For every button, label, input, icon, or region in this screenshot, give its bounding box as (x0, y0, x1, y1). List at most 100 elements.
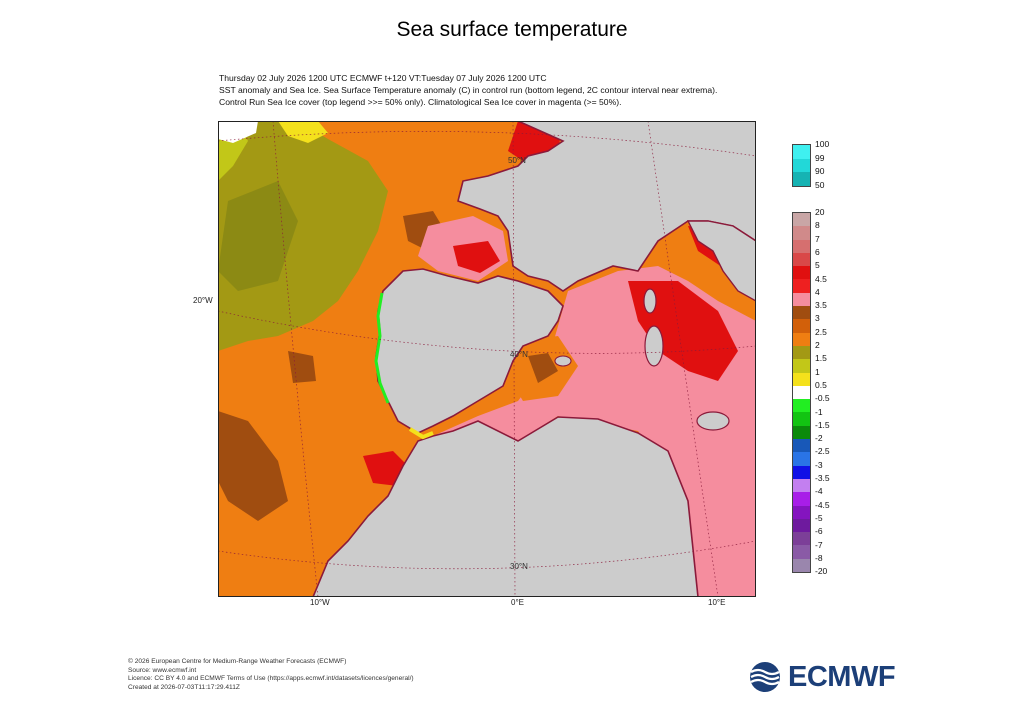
sea-ice-legend-label: 50 (815, 179, 825, 190)
sst-legend-label: -0.5 (815, 393, 830, 404)
sst-legend-label: 8 (815, 220, 820, 231)
lat-label-50n: 50°N (508, 156, 526, 165)
sst-legend-swatch (793, 439, 810, 453)
sst-legend-swatch (793, 252, 810, 267)
land-north-africa (312, 416, 699, 597)
sst-legend-label: 2.5 (815, 326, 827, 337)
sst-legend-swatch (793, 279, 810, 293)
sst-anomaly-colorbar (792, 212, 811, 574)
anomaly-region-brown-sw (218, 411, 288, 521)
sst-legend-label: 0.5 (815, 379, 827, 390)
anomaly-region-yellow-north (278, 121, 328, 143)
sst-legend-label: 20 (815, 207, 825, 217)
sst-legend-label: -1.5 (815, 419, 830, 430)
land-italy (686, 220, 756, 302)
sst-legend-swatch (793, 412, 810, 426)
graticule-lat-50 (218, 131, 756, 157)
footer-copyright: © 2026 European Centre for Medium-Range … (128, 658, 347, 665)
sst-legend-swatch (793, 213, 810, 227)
island-mallorca (554, 355, 572, 367)
sst-legend-label: 7 (815, 233, 820, 244)
ecmwf-logo-text: ECMWF (788, 661, 896, 693)
lat-label-40n: 40°N (510, 350, 528, 359)
island-sardinia (644, 325, 664, 367)
sst-legend-label: 3 (815, 313, 820, 324)
island-corsica (643, 288, 657, 314)
sst-legend-label: 2 (815, 340, 820, 350)
sst-legend-swatch (793, 359, 810, 373)
sst-legend-label: 6 (815, 246, 820, 257)
sst-legend-label: -7 (815, 539, 823, 550)
sst-legend-swatch (793, 452, 810, 466)
footer-created-at: Created at 2026-07-03T11:17:29.411Z (128, 683, 240, 691)
sea-ice-legend-swatch (793, 158, 810, 172)
sst-legend-label: 3.5 (815, 300, 827, 311)
coast-fringe-portugal (374, 292, 390, 404)
anomaly-region-deepred-biscay (453, 241, 500, 273)
lon-label-10e: 10°E (708, 598, 726, 607)
anomaly-region-white-corner (218, 121, 258, 143)
map-header: Thursday 02 July 2026 1200 UTC ECMWF t+1… (219, 72, 839, 108)
graticule-lon-10w (272, 121, 319, 597)
graticule-lat-40 (218, 310, 756, 354)
sst-legend-swatch (793, 226, 810, 240)
sst-legend-label: 1.5 (815, 353, 827, 364)
sst-anomaly-map: 50°N 40°N 30°N (218, 121, 756, 597)
sst-legend-label: -8 (815, 552, 823, 563)
sst-legend-label: 4 (815, 286, 820, 297)
sst-legend-label: 5 (815, 260, 820, 271)
lat-label-30n: 30°N (510, 562, 528, 571)
page-title: Sea surface temperature (396, 18, 628, 41)
lon-label-20w: 20°W (193, 296, 213, 305)
sst-legend-label: -5 (815, 512, 823, 523)
sst-legend-swatch (793, 518, 810, 533)
sst-legend-swatch (793, 425, 810, 440)
footer-licence: Licence: CC BY 4.0 and ECMWF Terms of Us… (128, 675, 414, 683)
header-line-field-description: SST anomaly and Sea Ice. Sea Surface Tem… (219, 85, 718, 95)
sea-ice-legend-label: 100 (815, 139, 830, 149)
sst-legend-label: 4.5 (815, 273, 827, 284)
graticule-lat-30 (218, 540, 756, 570)
sst-legend-label: -4 (815, 486, 823, 497)
sea-ice-legend-label: 99 (815, 152, 825, 163)
header-line-forecast-time: Thursday 02 July 2026 1200 UTC ECMWF t+1… (219, 73, 547, 83)
sst-legend-label: -2.5 (815, 446, 830, 457)
sst-legend-label: -1 (815, 406, 823, 417)
sst-legend-swatch (793, 505, 810, 519)
sst-legend-label: -4.5 (815, 499, 830, 510)
sst-legend-swatch (793, 332, 810, 346)
anomaly-region-olive-interior (218, 181, 298, 291)
sst-legend-swatch (793, 306, 810, 320)
sst-legend-swatch (793, 319, 810, 333)
coast-fringe-gibraltar (408, 427, 434, 440)
sst-legend-swatch (793, 478, 810, 493)
sst-legend-label: 1 (815, 366, 820, 377)
island-sicily (696, 411, 730, 431)
footer-source: Source: www.ecmwf.int (128, 666, 197, 674)
sea-ice-legend-label: 90 (815, 166, 825, 176)
ecmwf-logo-icon (750, 662, 780, 692)
anomaly-region-olive (218, 121, 388, 351)
sea-ice-legend-swatch (793, 145, 810, 159)
lon-label-0e: 0°E (511, 598, 524, 607)
sst-legend-swatch (793, 345, 810, 360)
sst-legend-swatch (793, 558, 810, 573)
sst-legend-label: -6 (815, 526, 823, 537)
anomaly-region-brown-balearic (528, 353, 558, 383)
anomaly-region-brown-mid (288, 351, 316, 383)
sea-ice-legend-swatch (793, 172, 810, 186)
sst-legend-swatch (793, 372, 810, 386)
sst-legend-label: -3.5 (815, 473, 830, 483)
ecmwf-logo: ECMWF (748, 660, 908, 694)
sst-legend-swatch (793, 399, 810, 413)
map-panel: 50°N 40°N 30°N (218, 121, 756, 597)
sea-ice-colorbar (792, 144, 811, 187)
sst-legend-swatch (793, 532, 810, 546)
sst-legend-swatch (793, 545, 810, 559)
sst-legend-swatch (793, 239, 810, 253)
header-line-ice-description: Control Run Sea Ice cover (top legend >>… (219, 97, 622, 107)
graticule-lon-0 (512, 121, 516, 597)
sst-legend-swatch (793, 492, 810, 506)
sst-legend-label: -2 (815, 433, 823, 444)
sst-legend-swatch (793, 292, 810, 307)
